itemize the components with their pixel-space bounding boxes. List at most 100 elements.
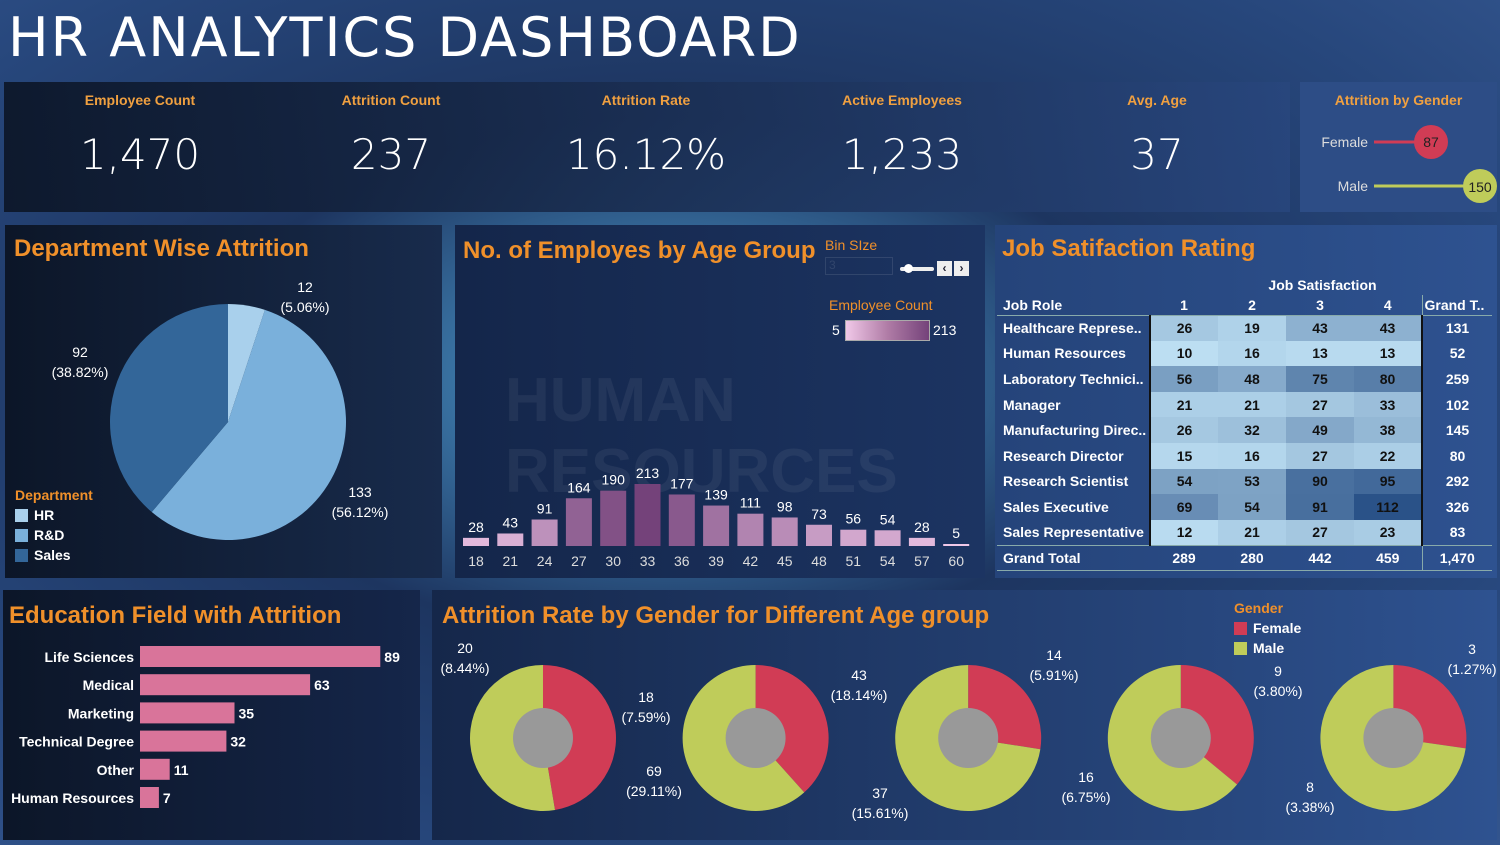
heatmap-cell[interactable]: 23 (1354, 519, 1422, 546)
heatmap-cell[interactable]: 53 (1218, 468, 1286, 495)
education-bar[interactable] (140, 758, 170, 780)
histogram-bar[interactable] (600, 490, 627, 546)
row-total: 52 (1421, 340, 1492, 367)
donut-slice-female[interactable] (1180, 665, 1254, 785)
heatmap-cell[interactable]: 112 (1354, 494, 1422, 520)
heatmap-cell[interactable]: 21 (1218, 519, 1286, 546)
heatmap-cell[interactable]: 32 (1218, 417, 1286, 443)
kpi-value: 16.12% (565, 130, 727, 179)
donut-slice-female[interactable] (755, 665, 829, 793)
color-legend-min: 5 (832, 322, 840, 338)
bin-decrement-button[interactable]: ‹ (937, 261, 952, 276)
heatmap-cell[interactable]: 54 (1218, 494, 1286, 520)
histogram-bar[interactable] (463, 537, 489, 546)
pie-slice-sales[interactable] (110, 304, 228, 513)
legend-item-rd[interactable]: R&D (15, 525, 93, 545)
legend-item-hr[interactable]: HR (15, 505, 93, 525)
heatmap-cell[interactable]: 43 (1286, 315, 1354, 341)
education-bar[interactable] (140, 787, 159, 808)
kpi-value: 37 (1130, 130, 1184, 179)
histogram-bar[interactable] (806, 524, 832, 546)
heatmap-cell[interactable]: 54 (1150, 468, 1218, 495)
bin-increment-button[interactable]: › (954, 261, 969, 276)
female-pct-label: (3.80%) (1253, 683, 1302, 699)
heatmap-cell[interactable]: 12 (1150, 519, 1218, 546)
legend-item-sales[interactable]: Sales (15, 545, 93, 565)
heatmap-cell[interactable]: 16 (1218, 442, 1286, 469)
donut-slice-female[interactable] (543, 665, 616, 811)
table-row: Sales Executive 69 54 91 112 326 (997, 494, 1492, 520)
legend-item-female[interactable]: Female (1234, 618, 1301, 638)
pie-slice-rd[interactable] (151, 309, 347, 540)
bin-size-slider[interactable] (900, 264, 934, 273)
heatmap-cell[interactable]: 80 (1354, 366, 1422, 392)
heatmap-cell[interactable]: 22 (1354, 442, 1422, 469)
heatmap-cell[interactable]: 10 (1150, 340, 1218, 367)
histogram-bar[interactable] (634, 484, 661, 546)
female-dot[interactable] (1414, 125, 1448, 159)
heatmap-cell[interactable]: 27 (1286, 519, 1354, 546)
heatmap-cell[interactable]: 13 (1354, 340, 1422, 367)
histogram-bar[interactable] (737, 513, 764, 546)
heatmap-cell[interactable]: 21 (1150, 391, 1218, 418)
gender-age-title: Attrition Rate by Gender for Different A… (442, 602, 990, 629)
heatmap-cell[interactable]: 13 (1286, 340, 1354, 367)
heatmap-cell[interactable]: 27 (1286, 442, 1354, 469)
heatmap-cell[interactable]: 75 (1286, 366, 1354, 392)
donut-slice-male[interactable] (470, 665, 556, 811)
heatmap-cell[interactable]: 33 (1354, 391, 1422, 418)
heatmap-cell[interactable]: 90 (1286, 468, 1354, 495)
job-role: Sales Representative (997, 519, 1151, 546)
color-legend-title: Employee Count (829, 297, 933, 313)
pie-slice-hr[interactable] (228, 304, 265, 422)
table-row: Healthcare Represe.. 26 19 43 43 131 (997, 315, 1492, 341)
slider-handle[interactable] (904, 264, 913, 273)
heatmap-cell[interactable]: 15 (1150, 442, 1218, 469)
bin-size-input[interactable]: 3 (825, 257, 893, 275)
heatmap-cell[interactable]: 56 (1150, 366, 1218, 392)
female-value-label: 3 (1468, 641, 1476, 657)
heatmap-cell[interactable]: 27 (1286, 391, 1354, 418)
histogram-bar[interactable] (497, 533, 524, 546)
histogram-bar[interactable] (840, 529, 867, 546)
kpi-employee-count: Employee Count 1,470 (20, 82, 260, 179)
histogram-bar[interactable] (703, 505, 730, 546)
education-bar[interactable] (140, 730, 227, 752)
table-row: Research Director 15 16 27 22 80 (997, 442, 1492, 469)
heatmap-cell[interactable]: 38 (1354, 417, 1422, 443)
heatmap-cell[interactable]: 26 (1150, 315, 1218, 341)
column-header: 1 (1180, 296, 1188, 313)
heatmap-cell[interactable]: 95 (1354, 468, 1422, 495)
histogram-bar[interactable] (565, 498, 592, 546)
row-total: 259 (1421, 366, 1492, 392)
kpi-label: Employee Count (84, 92, 196, 108)
education-title: Education Field with Attrition (9, 602, 342, 629)
row-header: Job Role (1003, 296, 1063, 313)
histogram-bar[interactable] (908, 537, 935, 546)
histogram-bar[interactable] (531, 519, 558, 546)
histogram-bar[interactable] (668, 494, 695, 546)
kpi-value: 1,470 (79, 130, 201, 179)
heatmap-cell[interactable]: 69 (1150, 494, 1218, 520)
legend-item-male[interactable]: Male (1234, 638, 1301, 658)
education-bar[interactable] (140, 702, 235, 724)
donut-hole (725, 708, 786, 768)
kpi-value: 237 (350, 130, 432, 179)
heatmap-cell[interactable]: 26 (1150, 417, 1218, 443)
x-tick-label: 24 (537, 553, 553, 569)
heatmap-cell[interactable]: 48 (1218, 366, 1286, 392)
education-bar[interactable] (140, 646, 381, 667)
histogram-bar[interactable] (874, 530, 901, 546)
heatmap-cell[interactable]: 91 (1286, 494, 1354, 520)
male-dot[interactable] (1463, 169, 1497, 203)
heatmap-cell[interactable]: 21 (1218, 391, 1286, 418)
heatmap-cell[interactable]: 43 (1354, 315, 1422, 341)
female-pct-label: (18.14%) (831, 687, 888, 703)
histogram-bar[interactable] (943, 544, 970, 546)
heatmap-cell[interactable]: 49 (1286, 417, 1354, 443)
heatmap-cell[interactable]: 19 (1218, 315, 1286, 341)
heatmap-cell[interactable]: 16 (1218, 340, 1286, 367)
histogram-bar[interactable] (771, 517, 798, 546)
pie-pct-label: (56.12%) (332, 504, 389, 520)
education-bar[interactable] (140, 674, 311, 696)
